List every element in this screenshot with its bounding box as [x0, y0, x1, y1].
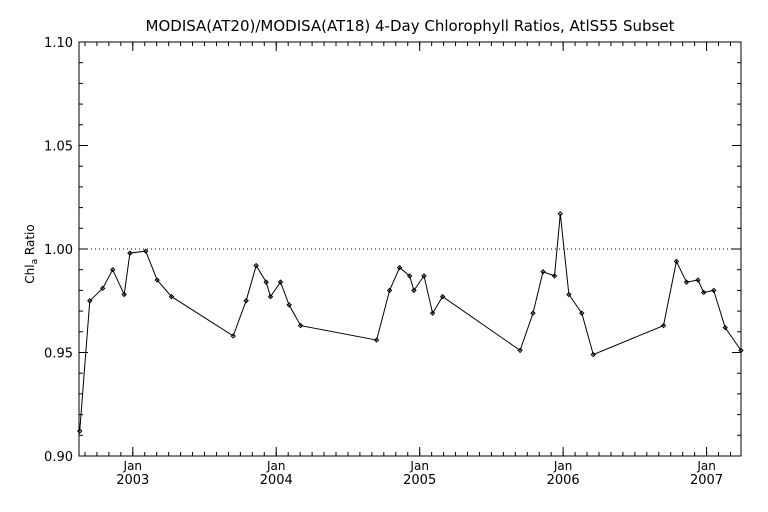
y-axis-label-suffix: Ratio [23, 224, 37, 259]
data-point-marker [700, 289, 707, 296]
data-point-marker [267, 293, 274, 300]
data-point-marker [683, 279, 690, 285]
data-point-marker [373, 337, 380, 343]
data-point-marker [660, 322, 667, 329]
data-point-marker [411, 287, 417, 294]
data-point-marker [695, 277, 701, 283]
data-point-marker [154, 277, 160, 283]
y-tick-label: 1.10 [44, 36, 73, 51]
data-point-marker [263, 279, 269, 285]
data-point-marker [142, 248, 149, 254]
data-point-marker [722, 324, 728, 331]
data-point-marker [99, 285, 106, 292]
y-axis-label-subscript: a [30, 259, 40, 265]
data-point-marker [297, 322, 304, 329]
chart-title: MODISA(AT20)/MODISA(AT18) 4-Day Chloroph… [146, 17, 675, 35]
data-point-marker [277, 279, 284, 285]
x-tick-month-label: Jan [553, 459, 573, 473]
x-tick-month-label: Jan [696, 459, 716, 473]
series-line [79, 213, 742, 432]
data-point-marker [530, 310, 536, 316]
data-point-marker [557, 211, 563, 217]
data-point-marker [286, 302, 292, 308]
x-tick-year-label: 2005 [403, 473, 436, 488]
data-point-marker [127, 250, 133, 256]
data-point-marker [230, 333, 236, 339]
y-tick-label: 1.00 [44, 243, 73, 258]
data-point-marker [517, 347, 523, 354]
data-point-marker [243, 298, 249, 304]
plot-frame [78, 41, 742, 457]
axes-layer: 0.900.951.001.051.10Jan2003Jan2004Jan200… [44, 36, 741, 488]
y-tick-label: 1.05 [44, 140, 73, 155]
data-point-marker [77, 428, 83, 434]
data-point-marker [421, 273, 427, 279]
data-point-marker [566, 291, 572, 298]
x-tick-year-label: 2007 [690, 473, 723, 488]
data-point-marker [87, 298, 93, 304]
data-point-marker [110, 266, 116, 273]
x-tick-year-label: 2003 [116, 473, 149, 488]
data-point-marker [711, 287, 717, 294]
x-tick-month-label: Jan [266, 459, 286, 473]
data-point-marker [386, 287, 393, 294]
data-point-marker [396, 264, 403, 271]
y-axis-label: Chla Ratio [23, 224, 40, 283]
data-point-marker [253, 262, 259, 269]
data-point-marker [540, 269, 546, 275]
data-point-marker [551, 273, 558, 279]
data-point-marker [168, 293, 175, 300]
x-tick-month-label: Jan [123, 459, 143, 473]
data-point-marker [590, 351, 596, 358]
data-point-marker [121, 291, 127, 298]
data-point-marker [429, 310, 436, 316]
y-tick-label: 0.90 [44, 450, 73, 465]
data-point-marker [579, 310, 585, 316]
y-tick-label: 0.95 [44, 347, 73, 362]
data-point-marker [439, 293, 446, 300]
data-point-marker [406, 273, 413, 279]
x-tick-year-label: 2004 [260, 473, 293, 488]
data-point-marker [673, 258, 680, 265]
series-layer [77, 211, 744, 434]
x-tick-year-label: 2006 [547, 473, 580, 488]
x-tick-month-label: Jan [409, 459, 429, 473]
